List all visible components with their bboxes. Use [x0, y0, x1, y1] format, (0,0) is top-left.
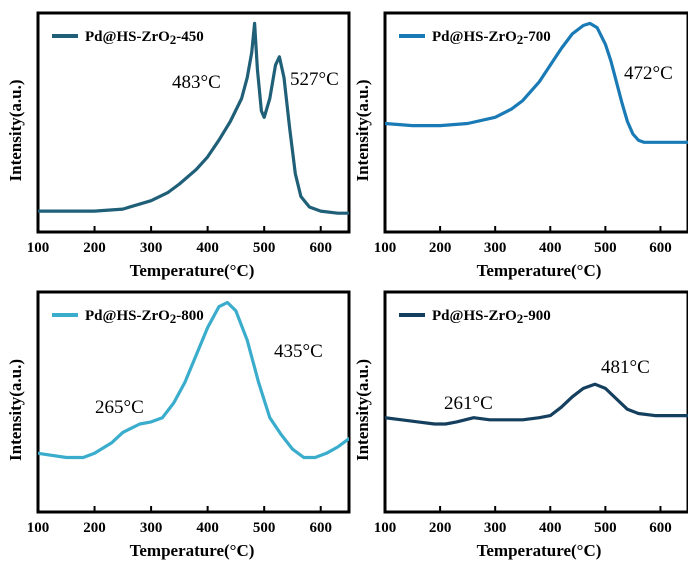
x-tick-label: 300 [484, 240, 507, 256]
x-axis-title: Temperature(°C) [130, 261, 255, 280]
x-tick-label: 300 [140, 240, 163, 256]
y-axis-title: Intensity(a.u.) [6, 359, 25, 461]
chart-panel-3: 100 200 300 400 500 600 Temperature(°C) Intensi… [6, 290, 351, 560]
x-tick-label: 200 [83, 520, 106, 536]
y-axis-title: Intensity(a.u.) [353, 359, 372, 461]
legend-label: Pd@HS-ZrO2-700 [432, 29, 551, 47]
plot-frame [36, 11, 351, 234]
x-tick-label: 100 [374, 240, 397, 256]
x-tick-label: 600 [309, 520, 332, 536]
peak-annotation: 265°C [95, 397, 144, 418]
x-tick-label: 400 [196, 240, 219, 256]
chart-panel-4: 100 200 300 400 500 600 Temperature(°C) Intensi… [353, 290, 688, 560]
plot-frame [36, 290, 351, 514]
x-tick-label: 200 [429, 240, 452, 256]
peak-annotation: 481°C [601, 357, 650, 378]
x-axis-title: Temperature(°C) [477, 261, 602, 280]
legend-label: Pd@HS-ZrO2-900 [432, 308, 551, 326]
x-tick-label: 600 [309, 240, 332, 256]
series-line [385, 382, 688, 426]
peak-annotation: 527°C [290, 69, 339, 90]
series-line [38, 21, 349, 215]
x-tick-label: 200 [429, 520, 452, 536]
series-line [38, 300, 349, 460]
chart-panel-2: 100 200 300 400 500 600 Temperature(°C) Intensi… [353, 11, 688, 280]
x-tick-label: 100 [27, 520, 50, 536]
x-tick-label: 600 [649, 240, 672, 256]
x-tick-label: 400 [196, 520, 219, 536]
x-tick-label: 600 [649, 520, 672, 536]
y-axis-title: Intensity(a.u.) [6, 79, 25, 181]
x-tick-label: 300 [140, 520, 163, 536]
x-axis-title: Temperature(°C) [477, 541, 602, 560]
peak-annotation: 483°C [172, 72, 221, 93]
x-tick-label: 500 [594, 240, 617, 256]
chart-panel-1: 100 200 300 400 500 600 Temperature(°C) Intensi… [6, 11, 351, 280]
x-tick-label: 300 [484, 520, 507, 536]
series-line [385, 21, 688, 144]
legend-label: Pd@HS-ZrO2-800 [85, 308, 204, 326]
x-tick-label: 400 [539, 240, 562, 256]
x-tick-label: 500 [253, 240, 276, 256]
x-tick-label: 100 [374, 520, 397, 536]
plot-frame [383, 11, 688, 234]
x-tick-label: 200 [83, 240, 106, 256]
x-tick-label: 500 [253, 520, 276, 536]
plot-frame [383, 290, 688, 514]
x-tick-label: 100 [27, 240, 50, 256]
y-axis-title: Intensity(a.u.) [353, 79, 372, 181]
peak-annotation: 261°C [444, 393, 493, 414]
peak-annotation: 435°C [274, 341, 323, 362]
peak-annotation: 472°C [624, 63, 673, 84]
x-axis-title: Temperature(°C) [130, 541, 255, 560]
x-tick-label: 400 [539, 520, 562, 536]
legend-label: Pd@HS-ZrO2-450 [85, 29, 204, 47]
x-tick-label: 500 [594, 520, 617, 536]
